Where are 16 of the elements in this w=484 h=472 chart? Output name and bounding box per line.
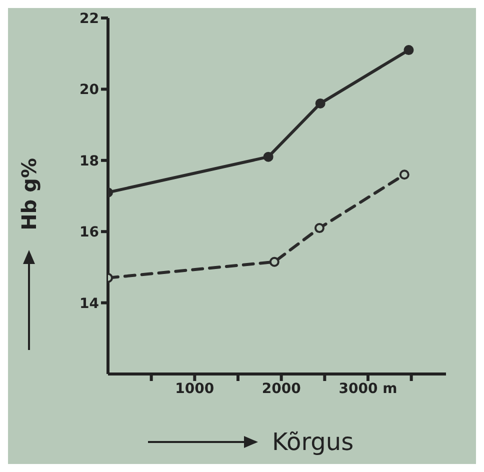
x-tick-label: 3000 m <box>338 380 398 397</box>
y-tick-label: 16 <box>80 224 99 241</box>
point <box>314 223 324 234</box>
point <box>315 98 326 108</box>
x-tick-label: 1000 <box>175 380 214 397</box>
y-tick-label: 22 <box>80 10 99 27</box>
y-tick-label: 18 <box>80 153 99 170</box>
point <box>399 170 410 180</box>
y-tick-label: 14 <box>80 296 100 312</box>
point <box>269 256 280 267</box>
point <box>263 152 274 162</box>
x-axis-title: Kõrgus <box>272 428 354 456</box>
y-tick-label: 20 <box>80 82 100 98</box>
point <box>404 45 414 56</box>
x-tick-label: 2000 <box>262 380 302 397</box>
y-axis-title: Hb g% <box>17 158 41 230</box>
